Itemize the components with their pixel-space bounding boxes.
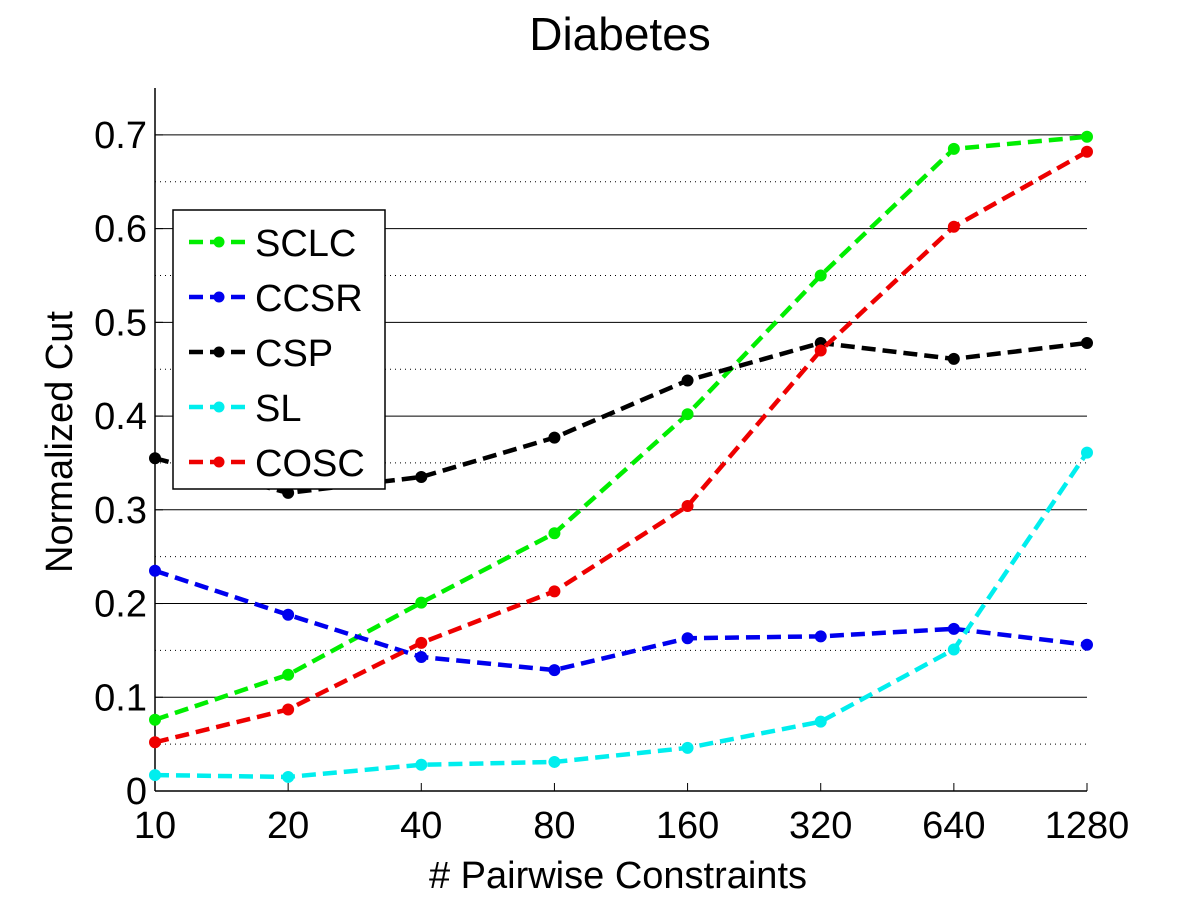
y-tick-label: 0.5	[94, 302, 147, 344]
data-point-cosc	[415, 636, 428, 649]
data-point-csp	[947, 352, 960, 365]
data-point-sl	[548, 755, 561, 768]
legend-label-cosc: COSC	[255, 443, 365, 485]
legend-marker-cosc	[213, 456, 225, 468]
data-point-csp	[415, 470, 428, 483]
y-tick-label: 0.4	[94, 396, 147, 438]
data-point-cosc	[947, 220, 960, 233]
data-point-ccsr	[681, 632, 694, 645]
chart-title: Diabetes	[529, 8, 711, 60]
series-line-sclc	[154, 134, 1088, 722]
data-point-sl	[149, 769, 161, 782]
data-point-ccsr	[149, 564, 161, 577]
data-point-ccsr	[1081, 638, 1093, 651]
x-tick-label: 10	[134, 805, 176, 847]
y-tick-label: 0.6	[94, 209, 147, 251]
legend-label-ccsr: CCSR	[255, 278, 363, 320]
data-point-ccsr	[548, 664, 561, 677]
y-axis-label: Normalized Cut	[39, 311, 81, 573]
data-point-sclc	[1081, 130, 1093, 143]
x-axis-label: # Pairwise Constraints	[429, 855, 807, 897]
data-point-sclc	[548, 527, 561, 540]
data-point-sclc	[681, 408, 694, 421]
data-point-cosc	[548, 585, 561, 598]
y-tick-label: 0.2	[94, 584, 147, 626]
data-point-sl	[282, 770, 295, 783]
y-tick-label: 0.1	[94, 677, 147, 719]
data-point-sl	[814, 715, 827, 728]
data-point-sclc	[814, 269, 827, 282]
data-point-sclc	[149, 713, 161, 726]
series-line-cosc	[154, 149, 1089, 745]
series-line-csp	[154, 340, 1088, 496]
legend-box	[172, 209, 386, 490]
legend-marker-ccsr	[213, 291, 225, 303]
data-point-cosc	[814, 344, 827, 357]
data-point-cosc	[149, 736, 161, 749]
legend-label-csp: CSP	[255, 333, 333, 375]
data-point-sclc	[282, 668, 295, 681]
series-line-ccsr	[154, 568, 1088, 673]
data-point-ccsr	[415, 650, 428, 663]
data-point-cosc	[1081, 145, 1093, 158]
x-tick-label: 80	[533, 805, 575, 847]
x-tick-label: 640	[922, 805, 985, 847]
x-tick-label: 40	[400, 805, 442, 847]
series-line-sl	[154, 451, 1089, 780]
legend-label-sclc: SCLC	[255, 223, 356, 265]
y-tick-label: 0.7	[94, 115, 147, 157]
data-point-sl	[947, 643, 960, 656]
axes: 0 0.1 0.2 0.3 0.4 0.5 0.6 0.7 10 20 40 80 160 320 640 1…	[94, 88, 1129, 847]
legend: SCLC CCSR CSP SL COSC	[172, 209, 386, 490]
data-point-cosc	[681, 500, 694, 513]
data-point-sl	[681, 741, 694, 754]
y-tick-label: 0.3	[94, 490, 147, 532]
x-tick-label: 320	[789, 805, 852, 847]
data-point-sclc	[947, 142, 960, 155]
data-point-csp	[681, 374, 694, 387]
data-point-csp	[1081, 336, 1093, 349]
data-point-csp	[149, 452, 161, 465]
legend-marker-csp	[213, 346, 225, 358]
x-tick-label: 160	[656, 805, 719, 847]
legend-label-sl: SL	[255, 388, 301, 430]
data-point-ccsr	[282, 608, 295, 621]
series-group	[149, 130, 1093, 783]
x-tick-label: 1280	[1045, 805, 1130, 847]
data-point-sclc	[415, 596, 428, 609]
x-tick-label: 20	[267, 805, 309, 847]
data-point-ccsr	[814, 630, 827, 643]
data-point-sl	[1081, 446, 1093, 459]
data-point-sl	[415, 758, 428, 771]
legend-marker-sclc	[213, 236, 225, 248]
data-point-ccsr	[947, 622, 960, 635]
data-point-cosc	[282, 703, 295, 716]
legend-marker-sl	[213, 401, 225, 413]
y-tick-label: 0	[126, 771, 147, 813]
data-point-csp	[548, 431, 561, 444]
